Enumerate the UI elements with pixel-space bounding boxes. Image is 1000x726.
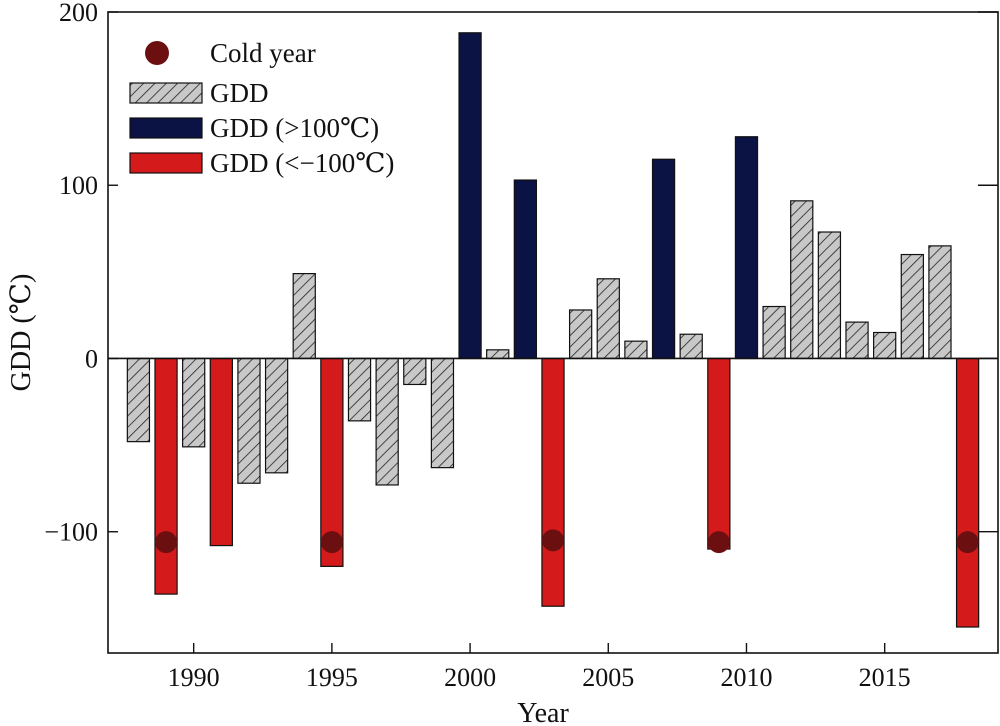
- bar-2018: [955, 357, 980, 628]
- x-tick-label: 1990: [168, 663, 220, 692]
- y-tick-label: 100: [59, 171, 98, 200]
- cold-year-marker-2009: [707, 531, 730, 554]
- bar-2005: [596, 278, 620, 360]
- bar-2010: [734, 136, 759, 360]
- cold-year-marker-1989: [155, 531, 178, 554]
- bar-2011: [762, 305, 786, 360]
- bar-1998: [403, 357, 427, 386]
- legend-swatch-red: [129, 152, 203, 174]
- cold-year-marker-1995: [320, 531, 343, 554]
- axes: 200 100 0 −100 1990 1995 2000 2005 2010 2015 Year G…: [6, 0, 999, 726]
- x-axis-title: Year: [517, 698, 569, 726]
- bar-1989: [154, 357, 178, 595]
- legend-label-marker: Cold year: [210, 38, 316, 68]
- legend-swatch-hatched: [129, 82, 203, 104]
- x-tick-label: 1995: [306, 663, 358, 692]
- bar-2012: [790, 200, 814, 360]
- bar-1997: [375, 357, 399, 486]
- y-tick-label: 200: [59, 0, 98, 27]
- legend-swatch-navy: [129, 117, 203, 139]
- bar-1991: [209, 357, 233, 547]
- y-axis-title: GDD (℃): [6, 274, 37, 392]
- bar-2013: [817, 231, 842, 360]
- bar-2015: [873, 331, 897, 360]
- cold-year-marker-2003: [542, 529, 564, 552]
- y-tick-label: 0: [85, 344, 98, 373]
- bar-2006: [624, 340, 648, 360]
- cold-year-markers: [155, 529, 979, 554]
- bar-2000: [458, 32, 482, 360]
- bar-1994: [292, 272, 316, 360]
- x-tick-label: 2005: [582, 663, 634, 692]
- plot-frame: [107, 11, 999, 654]
- bar-2002: [513, 179, 538, 360]
- bar-1988: [126, 357, 151, 443]
- bar-2016: [900, 253, 924, 360]
- bar-2017: [928, 245, 952, 360]
- bar-2004: [568, 309, 593, 360]
- legend-label-navy: GDD (>100℃): [210, 113, 379, 143]
- legend-swatch-cold-year: [145, 41, 169, 65]
- x-tick-label: 2015: [859, 663, 911, 692]
- x-tick-label: 2000: [444, 663, 496, 692]
- bar-1999: [430, 357, 455, 469]
- bar-2001: [486, 349, 510, 360]
- bar-1993: [264, 357, 289, 474]
- bar-1990: [182, 357, 206, 448]
- bar-1996: [347, 357, 372, 422]
- bar-2003: [541, 357, 565, 607]
- bar-2008: [679, 333, 703, 360]
- y-tick-label: −100: [44, 518, 98, 547]
- legend-label-hatched: GDD: [210, 78, 269, 108]
- cold-year-marker-2018: [956, 531, 979, 554]
- legend: Cold year GDD GDD (>100℃) GDD (<−100℃): [129, 38, 394, 178]
- legend-label-red: GDD (<−100℃): [210, 148, 394, 178]
- bar-2007: [651, 158, 676, 360]
- bar-2009: [707, 357, 731, 550]
- bar-2014: [845, 321, 869, 360]
- x-tick-label: 2010: [720, 663, 772, 692]
- bar-1992: [237, 357, 261, 484]
